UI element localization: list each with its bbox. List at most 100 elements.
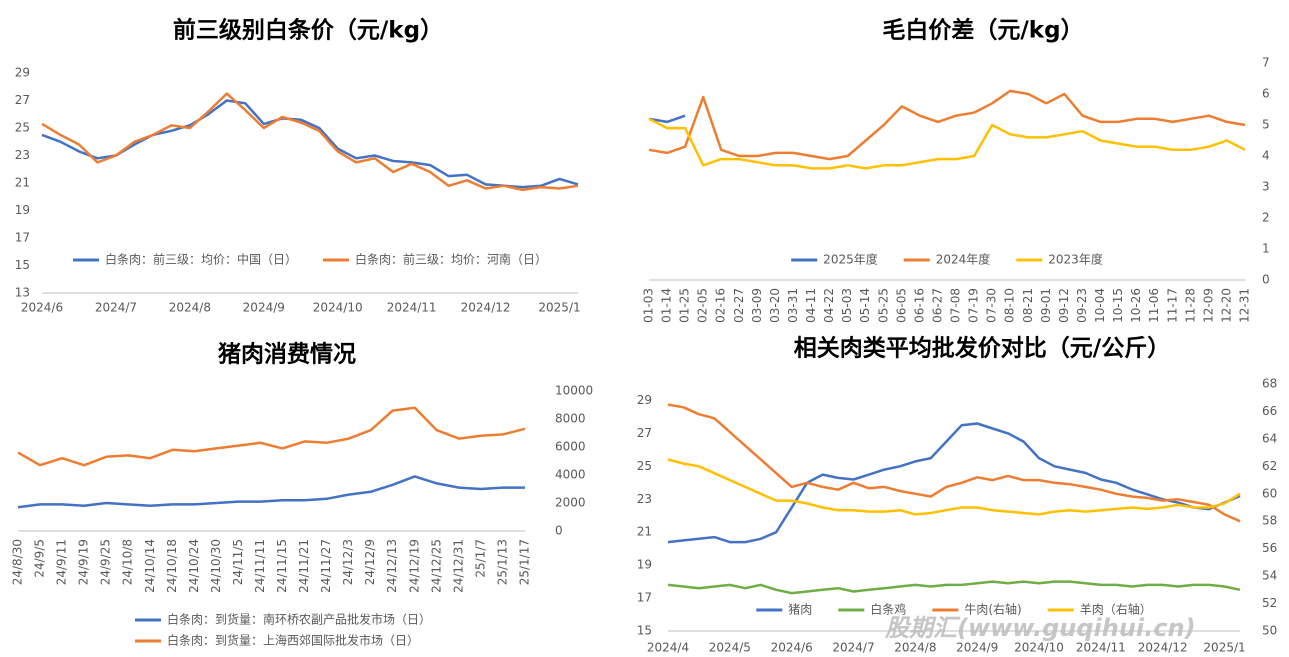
y-tick-label: 23	[15, 148, 30, 162]
y-tick-label: 3	[1262, 180, 1270, 194]
y-tick-label: 4000	[555, 468, 586, 482]
x-tick-label: 24/10/8	[121, 539, 135, 585]
series-line	[667, 458, 1241, 516]
x-tick-label: 12-09	[1201, 288, 1215, 323]
y-tick-label: 6	[1262, 87, 1270, 101]
x-tick-label: 24/9/19	[77, 539, 91, 585]
y-tick-label: 29	[15, 66, 30, 80]
x-tick-label: 2024/4	[647, 641, 689, 655]
y-tick-label: 19	[637, 558, 652, 572]
y-tick-label: 0	[555, 524, 563, 538]
x-tick-label: 06-16	[912, 288, 926, 323]
legend-label: 羊肉（右轴）	[1080, 602, 1152, 617]
y-tick-label: 52	[1262, 596, 1277, 610]
x-tick-label: 24/12/25	[429, 539, 443, 593]
x-tick-label: 2024/12	[461, 301, 511, 315]
x-tick-label: 24/9/25	[99, 539, 113, 585]
x-tick-label: 07-30	[985, 288, 999, 323]
series-line	[17, 475, 525, 509]
y-tick-label: 6000	[555, 440, 586, 454]
x-tick-label: 2024/6	[771, 641, 813, 655]
watermark: 股期汇(www.guqihui.cn)	[884, 614, 1196, 642]
x-tick-label: 05-14	[858, 288, 872, 323]
x-tick-label: 06-05	[894, 288, 908, 323]
chart-title: 猪肉消费情况	[218, 342, 356, 368]
y-tick-label: 62	[1262, 459, 1277, 473]
legend-label: 白条肉：到货量：上海西郊国际批发市场（日）	[167, 633, 419, 648]
x-tick-label: 25/1/13	[495, 539, 509, 585]
x-tick-label: 07-08	[949, 288, 963, 323]
y-tick-label: 15	[637, 624, 652, 638]
x-tick-label: 2024/8	[169, 301, 211, 315]
x-tick-label: 25/1/7	[473, 539, 487, 578]
x-tick-label: 2024/9	[243, 301, 285, 315]
y-tick-label: 1	[1262, 242, 1270, 256]
x-tick-label: 08-10	[1003, 288, 1017, 323]
y-tick-label: 17	[637, 591, 652, 605]
x-tick-label: 08-21	[1021, 288, 1035, 323]
y-tick-label: 4	[1262, 149, 1270, 163]
legend-item: 羊肉（右轴）	[1047, 602, 1152, 617]
x-tick-label: 01-25	[678, 288, 692, 323]
x-tick-label: 2024/7	[95, 301, 137, 315]
x-tick-label: 24/10/14	[143, 539, 157, 593]
x-tick-label: 2025/1	[538, 301, 580, 315]
x-tick-label: 25/1/17	[518, 539, 532, 585]
x-tick-label: 01-14	[660, 288, 674, 323]
x-tick-label: 24/11/5	[231, 539, 245, 585]
legend-item: 白条鸡	[838, 602, 906, 617]
x-tick-label: 24/11/21	[297, 539, 311, 593]
x-tick-label: 24/10/24	[187, 539, 201, 593]
x-tick-label: 2024/10	[313, 301, 363, 315]
x-tick-label: 02-27	[732, 288, 746, 323]
legend-item: 2024年度	[903, 252, 990, 267]
legend-label: 白条肉：到货量：南环桥农副产品批发市场（日）	[167, 612, 431, 627]
series-line	[667, 422, 1241, 544]
x-tick-label: 09-12	[1057, 288, 1071, 323]
x-tick-label: 11-06	[1147, 288, 1161, 323]
y-tick-label: 60	[1262, 486, 1277, 500]
x-tick-label: 2024/9	[956, 641, 998, 655]
y-tick-label: 7	[1262, 56, 1270, 70]
x-tick-label: 10-04	[1093, 288, 1107, 323]
series-line	[41, 92, 579, 192]
y-tick-label: 15	[15, 258, 30, 272]
x-tick-label: 24/12/3	[341, 539, 355, 585]
y-tick-label: 56	[1262, 541, 1277, 555]
x-tick-label: 24/9/5	[33, 539, 47, 578]
chart-title: 毛白价差（元/kg）	[882, 17, 1083, 44]
legend-label: 白条鸡	[870, 602, 906, 617]
y-tick-label: 58	[1262, 514, 1277, 528]
x-tick-label: 2024/8	[894, 641, 936, 655]
x-tick-label: 11-17	[1165, 288, 1179, 323]
x-tick-label: 09-01	[1039, 288, 1053, 323]
x-tick-label: 10-15	[1111, 288, 1125, 323]
legend-item: 白条肉：前三级：均价：中国（日）	[72, 252, 297, 267]
x-tick-label: 03-20	[768, 288, 782, 323]
legend-label: 2023年度	[1048, 252, 1103, 267]
x-tick-label: 02-16	[714, 288, 728, 323]
x-tick-label: 2024/6	[21, 301, 63, 315]
x-tick-label: 24/9/11	[55, 539, 69, 585]
x-tick-label: 2024/10	[1014, 641, 1064, 655]
y-tick-label: 8000	[555, 412, 586, 426]
y-tick-label: 17	[15, 231, 30, 245]
legend-label: 白条肉：前三级：均价：河南（日）	[355, 252, 547, 267]
series-line	[648, 114, 686, 124]
y-tick-label: 25	[637, 459, 652, 473]
legend-label: 牛肉(右轴)	[964, 602, 1021, 617]
x-tick-label: 2025/1	[1203, 641, 1245, 655]
x-tick-label: 10-26	[1129, 288, 1143, 323]
y-tick-label: 5	[1262, 118, 1270, 132]
legend-item: 白条肉：到货量：南环桥农副产品批发市场（日）	[135, 612, 431, 627]
y-tick-label: 10000	[555, 384, 593, 398]
legend-item: 2025年度	[791, 252, 878, 267]
y-tick-label: 27	[15, 93, 30, 107]
x-tick-label: 24/11/15	[275, 539, 289, 593]
y-tick-label: 0	[1262, 273, 1270, 287]
x-tick-label: 05-03	[840, 288, 854, 323]
legend-label: 猪肉	[788, 603, 812, 617]
y-tick-label: 68	[1262, 377, 1277, 391]
chart-title: 相关肉类平均批发价对比（元/公斤）	[794, 335, 1170, 362]
